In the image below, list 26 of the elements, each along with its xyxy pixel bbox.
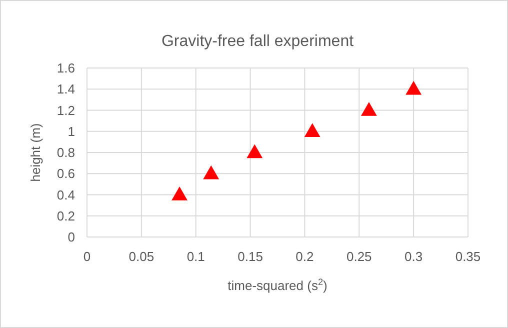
- y-tick-label: 1.2: [56, 102, 75, 118]
- x-tick-label: 0.05: [128, 249, 154, 264]
- y-tick-label: 0.2: [56, 208, 75, 224]
- x-tick-label: 0: [83, 249, 91, 264]
- point: [172, 186, 188, 200]
- y-tick-label: 0: [68, 230, 75, 245]
- point: [246, 144, 263, 158]
- point: [406, 80, 422, 95]
- x-tick-label: 0.2: [296, 249, 314, 264]
- point: [203, 165, 220, 180]
- y-tick-label: 1.4: [56, 82, 75, 97]
- chart-title: Gravity-free fall experiment: [161, 33, 354, 50]
- y-tick-label: 0.8: [56, 145, 75, 160]
- y-tick-label: 0.4: [56, 187, 75, 202]
- x-tick-label: 0.3: [404, 249, 423, 264]
- y-tick-label: 0.6: [56, 166, 75, 182]
- x-tick-label: 0.15: [238, 249, 263, 264]
- x-tick-label: 0.25: [346, 249, 372, 264]
- x-axis-title: time-squared (s$^{2}$): [228, 277, 328, 293]
- point: [304, 123, 320, 137]
- y-tick-label: 1: [68, 124, 75, 139]
- x-tick-label: 0.1: [186, 249, 205, 264]
- x-tick-label: 0.35: [455, 249, 481, 264]
- y-tick-label: 1.6: [56, 60, 75, 76]
- point: [360, 102, 377, 116]
- y-axis-title: height (m): [28, 123, 43, 182]
